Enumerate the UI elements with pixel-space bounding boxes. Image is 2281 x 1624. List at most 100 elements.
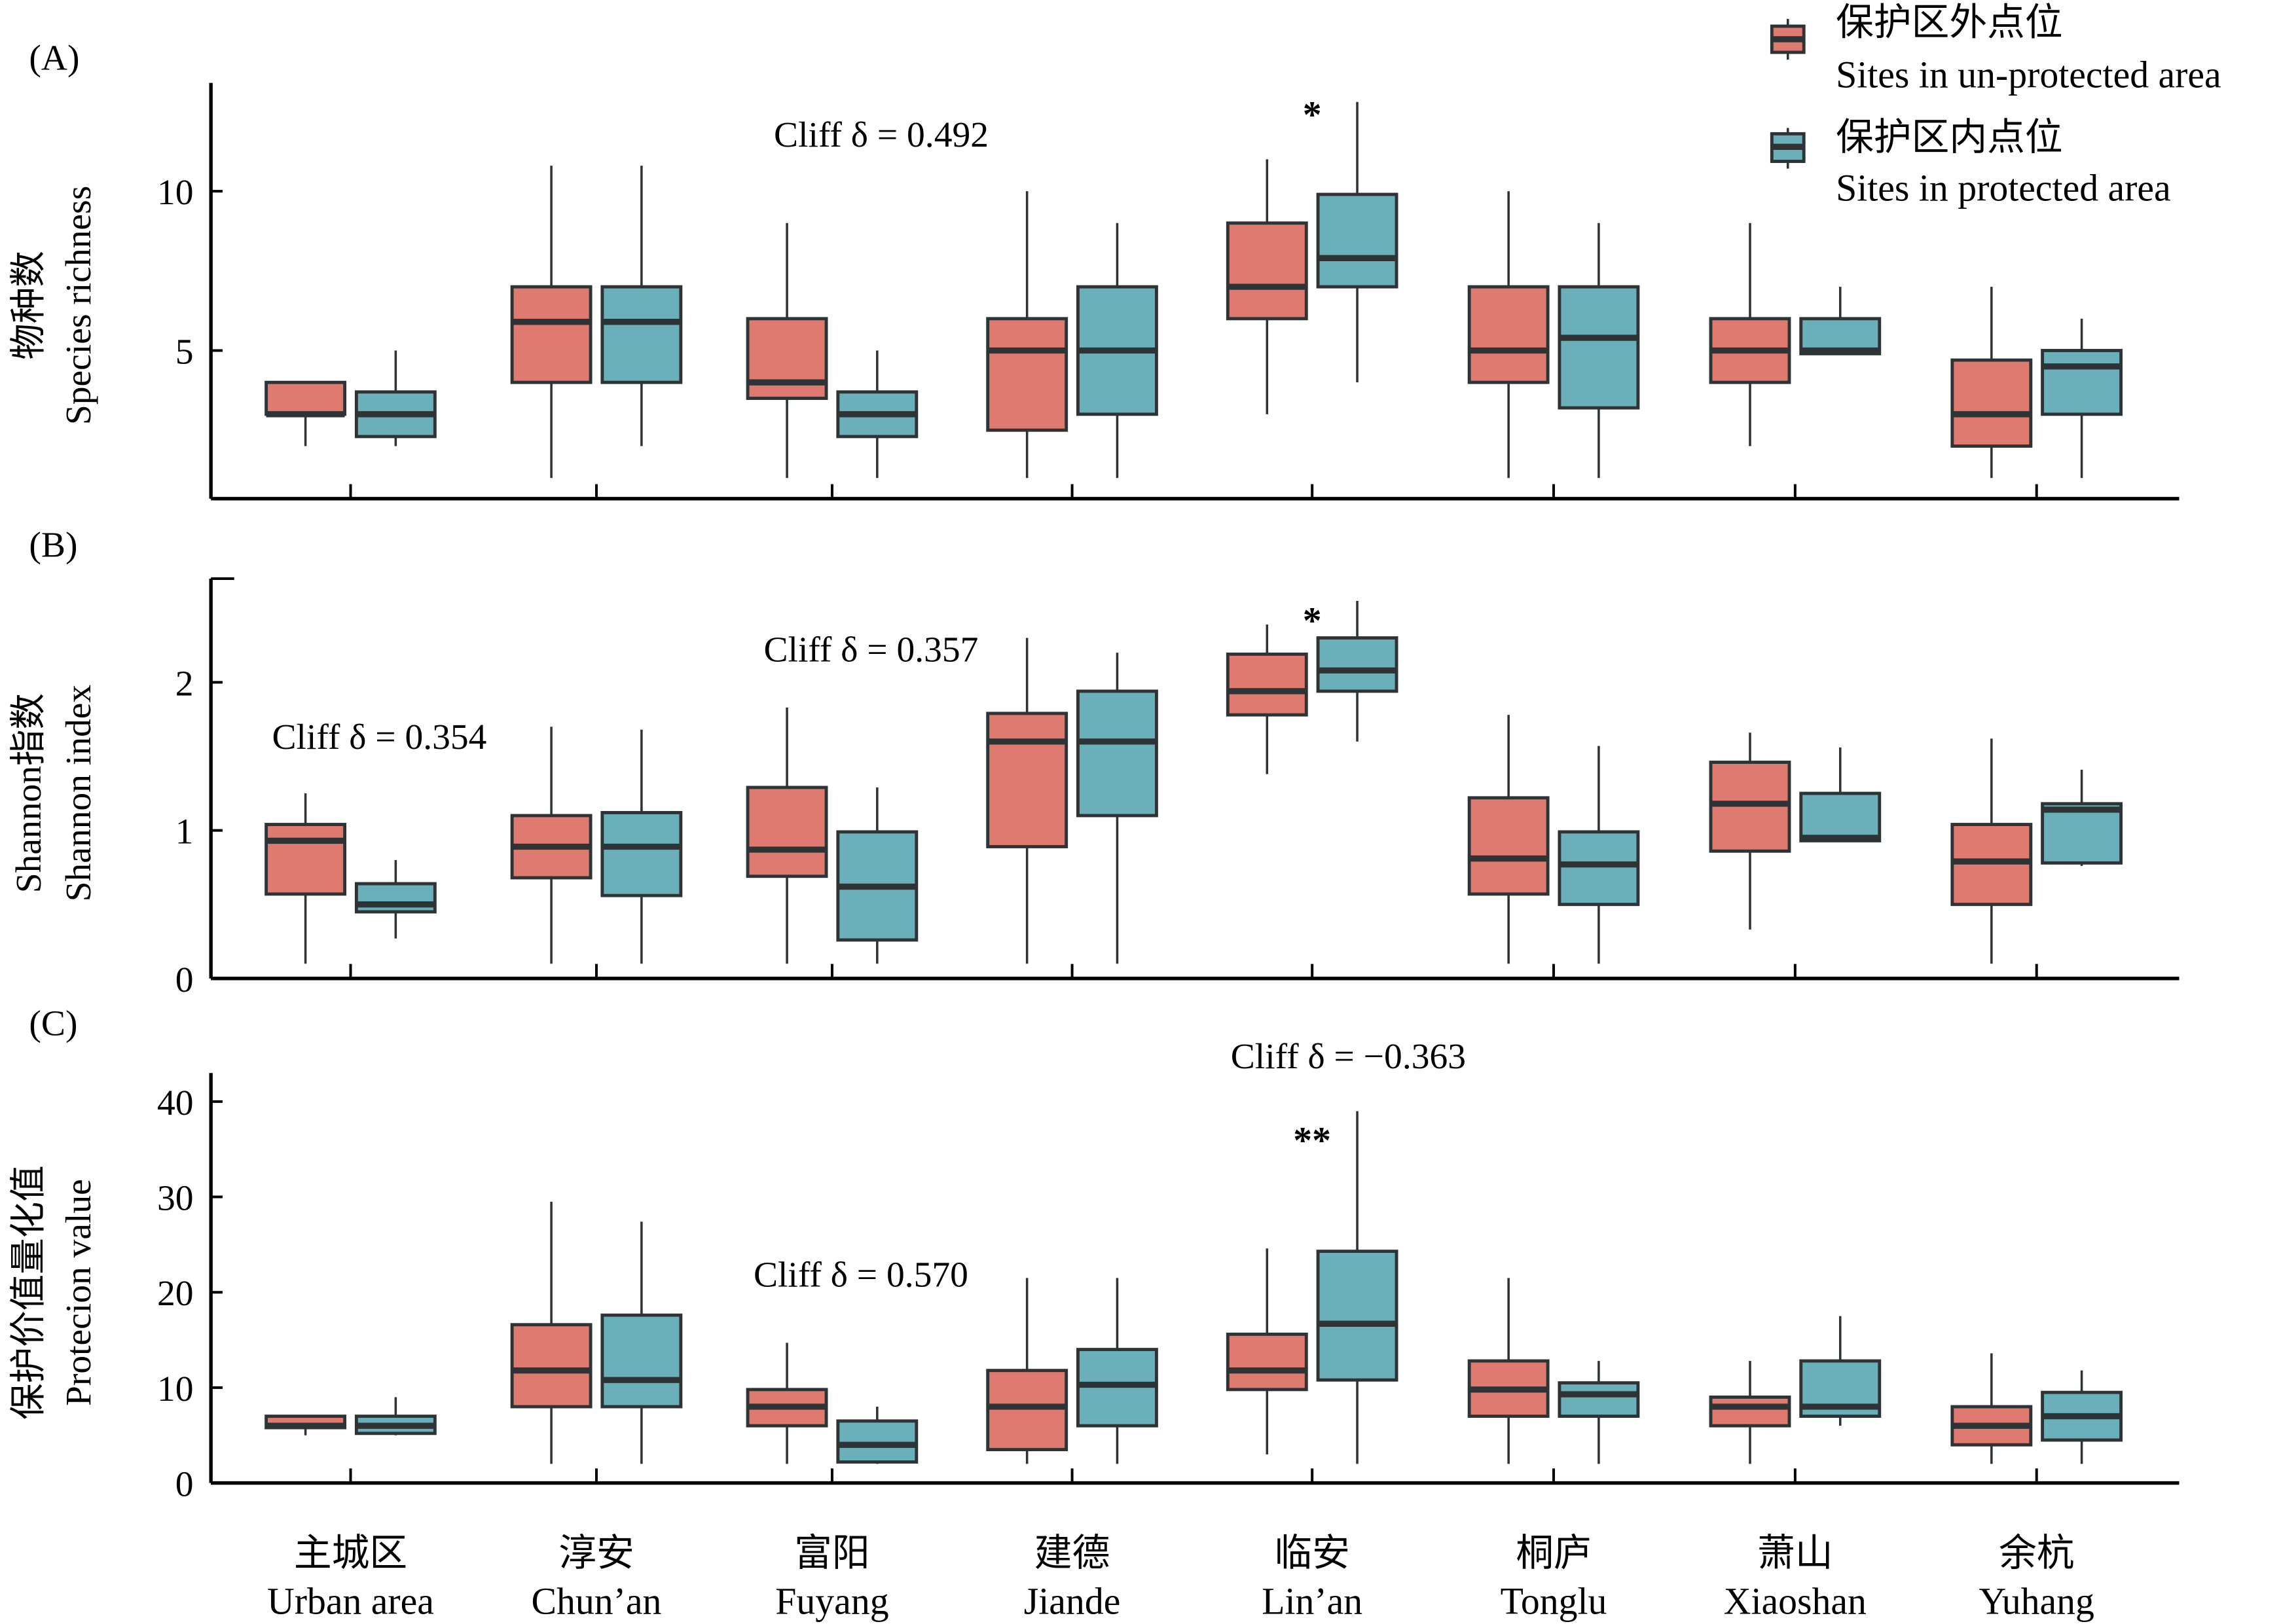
x-label-en: Fuyang [775,1581,888,1622]
iqr-box [2041,349,2123,416]
series-unprotected [265,1201,2033,1464]
iqr-box [986,1369,1068,1452]
x-axis-labels: 主城区 Urban area 淳安 Chun’an 富阳 Fuyang 建德 Jiande 临安… [267,1533,2094,1622]
legend-label-cn: 保护区外点位 [1836,2,2063,43]
box-unprotected-7 [1950,287,2033,478]
panel-b: (B) Shannon指数 Shannon index 0 1 2 Cliff δ = 0.… [9,526,2180,1000]
box-protected-3 [1076,1278,1158,1464]
box-protected-0 [354,350,437,446]
box-protected-7 [2041,769,2123,866]
x-label-en: Lin’an [1262,1581,1362,1622]
x-label-en: Xiaoshan [1724,1581,1867,1622]
box-protected-2 [836,1407,919,1464]
box-unprotected-4 [1226,1248,1308,1454]
box-unprotected-6 [1709,1361,1791,1464]
series-unprotected [265,159,2033,478]
x-label-en: Chun’an [532,1581,662,1622]
box-unprotected-2 [746,707,828,964]
x-label-cn: 富阳 [794,1533,870,1574]
box-unprotected-1 [510,166,593,478]
box-unprotected-4 [1226,159,1308,414]
box-protected-5 [1558,1361,1640,1464]
iqr-box [1316,636,1398,693]
box-unprotected-5 [1467,1278,1550,1464]
y-tick-label: 40 [157,1083,194,1123]
series-protected [354,101,2123,478]
series-protected [354,1111,2123,1464]
iqr-box [986,317,1068,432]
legend-item-unprotected: 保护区外点位 Sites in un-protected area [1770,2,2221,96]
iqr-box [1799,791,1882,842]
legend-label-en: Sites in protected area [1836,168,2171,209]
iqr-box [600,811,683,897]
iqr-box [1316,192,1398,289]
box-protected-7 [2041,318,2123,478]
series-unprotected [265,624,2033,964]
x-category-label: 建德 Jiande [1024,1533,1121,1622]
y-tick-label: 0 [175,1465,194,1505]
box-unprotected-2 [746,223,828,478]
y-tick-label: 1 [175,812,194,852]
box-unprotected-5 [1467,715,1550,964]
iqr-box [1467,285,1550,384]
x-category-label: 桐庐 Tonglu [1501,1533,1607,1622]
iqr-box [1316,1250,1398,1382]
box-unprotected-6 [1709,732,1791,930]
panel-label: (C) [29,1003,77,1043]
x-label-en: Urban area [267,1581,434,1622]
panel-label: (B) [29,526,77,566]
panel-a: (A) 物种数 Species richness 5 10 Cliff δ = 0.492… [9,39,2180,501]
iqr-box [1558,1381,1640,1418]
legend-label-cn: 保护区内点位 [1836,117,2063,158]
iqr-box [600,285,683,384]
iqr-box [746,785,828,878]
box-unprotected-0 [265,793,347,964]
x-label-cn: 桐庐 [1516,1533,1592,1574]
cliff-delta-annotation: Cliff δ = 0.357 [764,630,979,670]
y-tick-label: 2 [175,664,194,704]
box-protected-6 [1799,747,1882,842]
box-protected-4 [1316,600,1398,742]
iqr-box [1558,285,1640,410]
x-label-en: Yuhang [1979,1581,2094,1622]
x-category-label: 淳安 Chun’an [532,1533,662,1622]
box-unprotected-0 [265,380,347,446]
box-protected-4 [1316,1111,1398,1464]
iqr-box [510,285,593,384]
box-unprotected-1 [510,727,593,964]
box-protected-1 [600,1221,683,1464]
iqr-box [1226,221,1308,321]
iqr-box [1950,358,2033,448]
box-unprotected-1 [510,1201,593,1464]
x-label-cn: 临安 [1274,1533,1350,1574]
y-axis-title-en: Shannon index [59,685,99,902]
x-label-cn: 萧山 [1757,1533,1833,1574]
box-protected-5 [1558,223,1640,478]
box-unprotected-2 [746,1343,828,1464]
box-unprotected-3 [986,638,1068,964]
box-unprotected-6 [1709,223,1791,446]
x-category-label: 余杭 Yuhang [1979,1533,2094,1622]
iqr-box [2041,802,2123,865]
box-unprotected-5 [1467,191,1550,478]
y-tick-label: 10 [157,173,194,213]
box-unprotected-7 [1950,1353,2033,1464]
x-label-en: Tonglu [1501,1581,1607,1622]
box-protected-6 [1799,1316,1882,1426]
iqr-box [1076,689,1158,818]
significance-marker: * [1303,601,1322,642]
panel-c: (C) 保护价值量化值 Protecion value 0 10 20 30 40 Cliff … [9,1003,2180,1505]
x-category-label: 萧山 Xiaoshan [1724,1533,1867,1622]
box-protected-4 [1316,101,1398,383]
y-tick-label: 20 [157,1274,194,1314]
legend-item-protected: 保护区内点位 Sites in protected area [1770,117,2171,209]
iqr-box [1226,1332,1308,1392]
x-label-cn: 余杭 [1999,1533,2075,1574]
box-unprotected-3 [986,191,1068,478]
x-label-cn: 建德 [1034,1533,1110,1574]
legend: 保护区外点位 Sites in un-protected area 保护区内点位… [1770,2,2221,209]
box-protected-5 [1558,746,1640,964]
box-protected-1 [600,729,683,964]
x-label-cn: 主城区 [294,1533,407,1574]
